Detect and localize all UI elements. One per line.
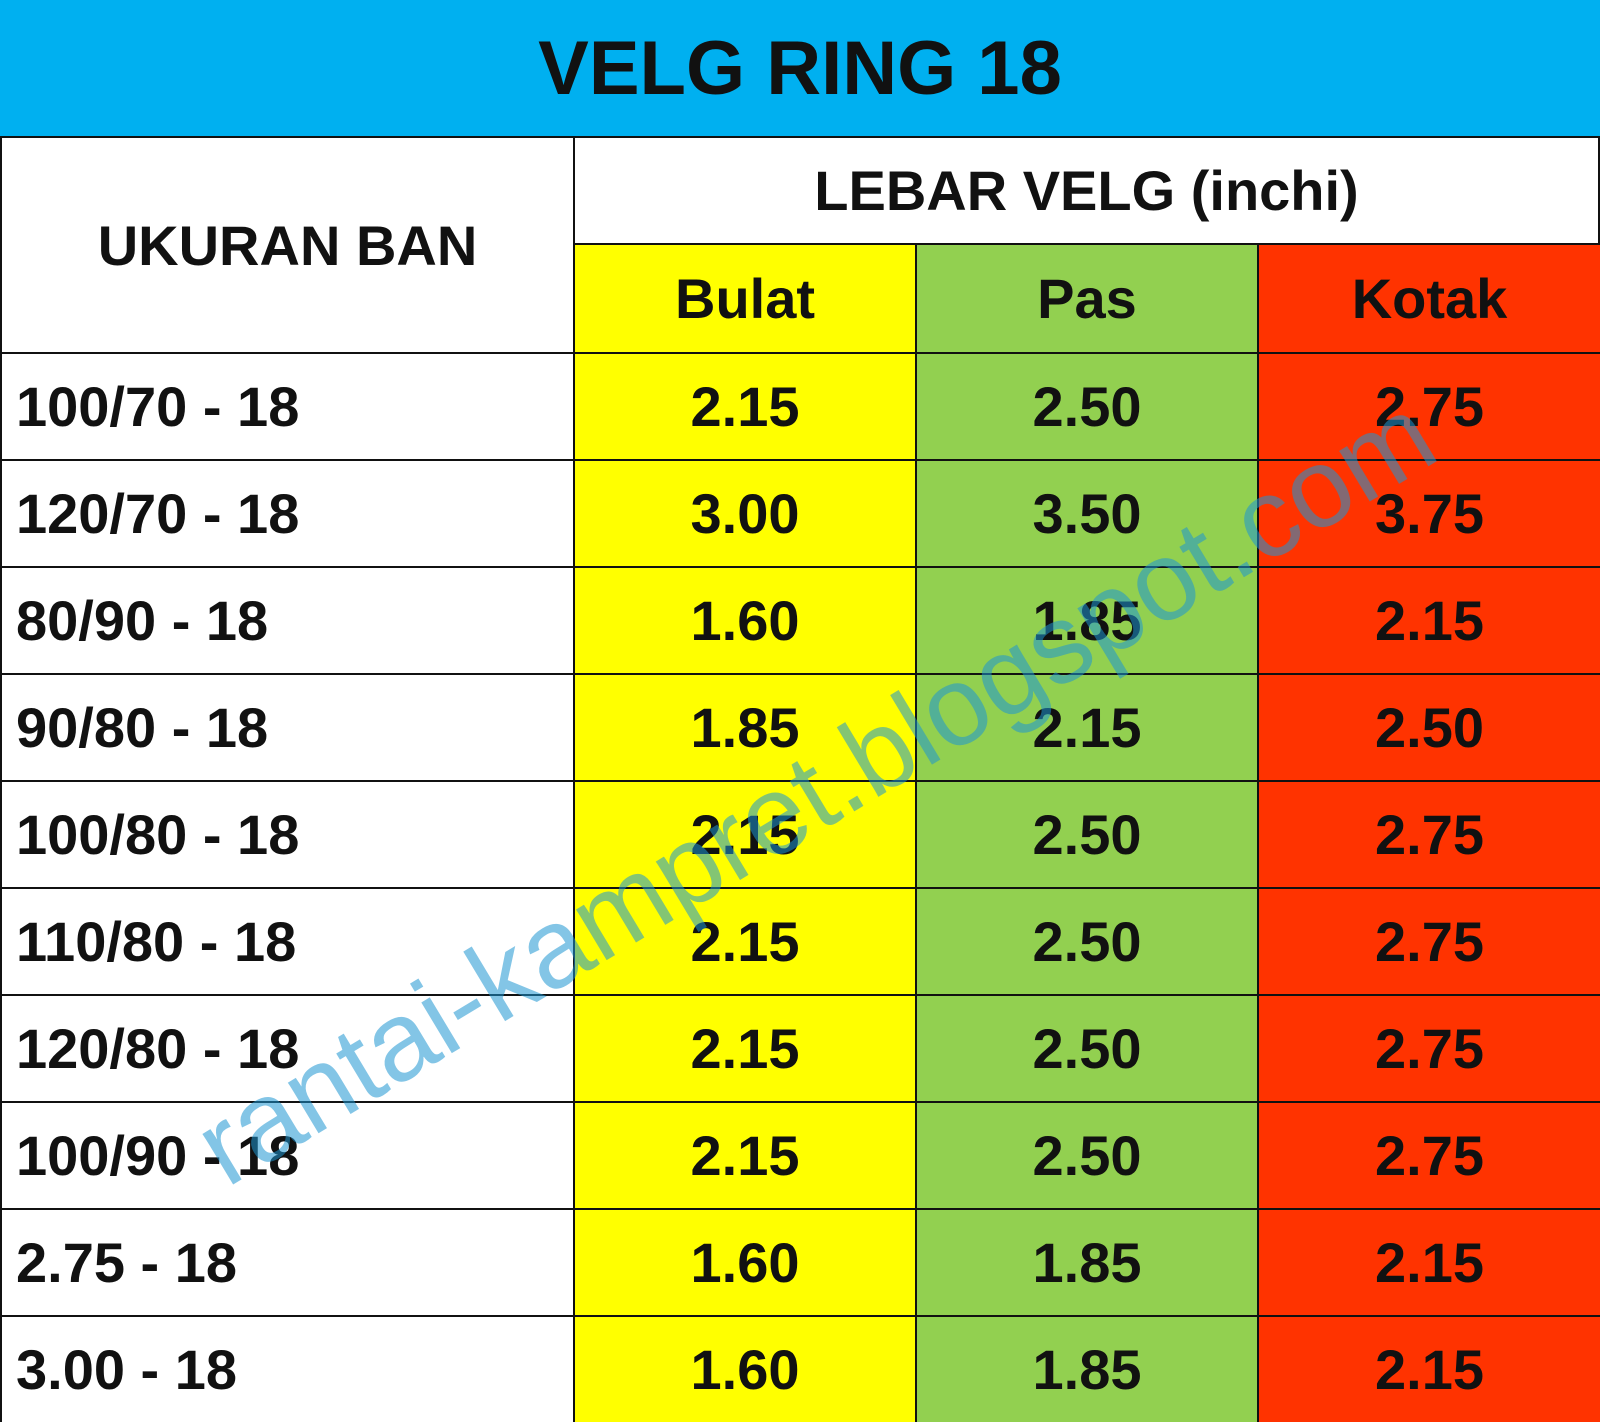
width-cell: 2.50 [915,994,1259,1103]
width-cell: 1.60 [573,1208,917,1317]
width-cell: 2.75 [1257,352,1600,461]
width-cell: 2.50 [1257,673,1600,782]
column-header: Bulat [573,243,917,354]
width-cell: 3.50 [915,459,1259,568]
size-cell: 100/80 - 18 [0,780,575,889]
title: VELG RING 18 [0,0,1600,138]
size-cell: 110/80 - 18 [0,887,575,996]
width-cell: 1.85 [915,566,1259,675]
width-cell: 2.15 [573,994,917,1103]
width-cell: 2.15 [1257,566,1600,675]
width-cell: 1.85 [915,1208,1259,1317]
width-cell: 2.50 [915,352,1259,461]
width-cell: 2.15 [573,352,917,461]
size-cell: 100/90 - 18 [0,1101,575,1210]
size-cell: 90/80 - 18 [0,673,575,782]
width-cell: 2.15 [573,887,917,996]
width-cell: 2.50 [915,780,1259,889]
size-cell: 2.75 - 18 [0,1208,575,1317]
width-cell: 1.85 [915,1315,1259,1422]
width-cell: 1.60 [573,566,917,675]
size-cell: 120/70 - 18 [0,459,575,568]
width-cell: 2.50 [915,1101,1259,1210]
column-header: Kotak [1257,243,1600,354]
width-cell: 3.00 [573,459,917,568]
width-cell: 2.15 [1257,1208,1600,1317]
width-cell: 2.15 [915,673,1259,782]
width-cell: 1.60 [573,1315,917,1422]
width-cell: 2.15 [1257,1315,1600,1422]
width-cell: 2.15 [573,1101,917,1210]
width-cell: 3.75 [1257,459,1600,568]
size-cell: 80/90 - 18 [0,566,575,675]
width-cell: 2.75 [1257,780,1600,889]
column-header: Pas [915,243,1259,354]
width-cell: 2.75 [1257,1101,1600,1210]
size-cell: 3.00 - 18 [0,1315,575,1422]
size-cell: 100/70 - 18 [0,352,575,461]
size-cell: 120/80 - 18 [0,994,575,1103]
size-header: UKURAN BAN [0,136,575,354]
width-cell: 2.75 [1257,887,1600,996]
width-cell: 1.85 [573,673,917,782]
width-cell: 2.50 [915,887,1259,996]
group-header: LEBAR VELG (inchi) [573,136,1600,245]
width-cell: 2.75 [1257,994,1600,1103]
